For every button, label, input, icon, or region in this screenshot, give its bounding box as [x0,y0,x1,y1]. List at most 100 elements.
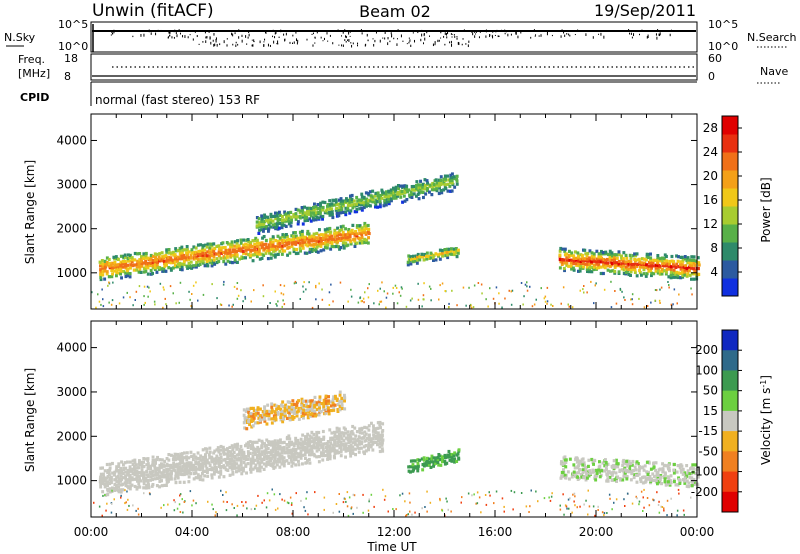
velocity-cell [441,457,444,461]
power-cell [328,234,332,238]
noise-cell [293,282,296,285]
power-cell [590,257,594,261]
power-cell [397,187,400,191]
velocity-cell [133,467,137,471]
power-cell [292,213,296,217]
power-cell [419,185,423,190]
noise-cell [233,285,236,288]
power-cell [351,231,355,235]
power-cell [220,251,224,255]
velocity-cell [257,447,261,451]
velocity-cell [288,418,292,422]
power-cell [444,177,447,181]
velocity-cbar-tick-label: -200 [691,485,718,499]
power-cell [355,234,359,238]
velocity-cell [563,473,567,477]
power-cell [590,251,594,255]
nsky-point [155,32,157,36]
velocity-cell [217,470,221,474]
power-cell [437,178,441,182]
noise-cell [520,492,523,494]
velocity-cell [605,468,608,472]
velocity-cell [438,454,442,458]
velocity-cell [290,407,294,411]
power-cell [182,259,186,263]
power-cell [328,203,332,207]
noise-cell [305,288,307,291]
velocity-cell [457,448,461,452]
power-cell [99,268,102,272]
velocity-cell [295,414,299,418]
power-cell [688,263,692,267]
nsky-point [263,41,265,43]
power-cell [230,245,234,249]
velocity-cbar-swatch [722,471,738,493]
velocity-cell [313,403,317,407]
power-cell [409,190,413,194]
power-cell [583,257,587,261]
noise-cell [535,298,537,301]
power-cell [669,276,673,280]
power-cell [656,261,659,265]
nsky-point [429,35,431,37]
power-cell [131,264,135,268]
power-cell [201,246,205,250]
power-cell [241,249,245,253]
power-cell [264,251,268,255]
velocity-cell [308,414,312,418]
velocity-cell [237,456,241,460]
velocity-cell [311,412,314,416]
power-cell [130,260,134,264]
power-cell [310,239,314,243]
velocity-cell [325,407,329,411]
noise-cell [562,493,564,496]
power-cell [171,266,175,270]
power-cell [156,260,159,264]
velocity-cell [271,455,275,459]
power-cell [373,201,377,205]
nsky-point [219,43,221,46]
noise-cell [188,290,190,293]
velocity-cell [205,450,209,454]
velocity-cell [129,484,132,488]
velocity-cell [208,456,212,460]
cpid-panel: CPID normal (fast stereo) 153 RF [20,81,697,107]
velocity-cell [648,475,652,479]
velocity-cell [242,450,246,454]
noise-cell [646,497,649,499]
power-cell [416,183,420,187]
power-cell [281,220,285,225]
power-cell [435,187,439,191]
velocity-cell [308,437,312,441]
noise-cell [643,306,646,309]
velocity-cell [654,480,658,484]
power-cell [560,262,564,266]
velocity-cell [279,438,282,442]
power-cell [350,228,354,232]
power-cell [298,241,302,245]
velocity-cell [636,462,640,466]
noise-cell [367,509,370,512]
power-cell [236,239,239,243]
power-cell [674,265,678,269]
velocity-cell [305,447,309,451]
velocity-cell [306,458,309,463]
velocity-cell [645,470,649,474]
power-cell [276,211,280,215]
power-cell [253,242,257,246]
nsky-point [560,35,562,38]
velocity-cell [317,430,321,435]
velocity-cell [205,466,209,470]
power-cell [332,237,336,241]
power-cell [438,257,442,261]
noise-cell [159,282,162,285]
velocity-cell [296,446,300,450]
velocity-cell [128,487,132,491]
velocity-cell [158,479,162,483]
power-cell [697,272,701,276]
power-cell [349,242,353,246]
velocity-cell [344,455,347,459]
power-cell [211,248,214,252]
nsky-point [216,43,218,47]
noise-cell [102,494,104,497]
